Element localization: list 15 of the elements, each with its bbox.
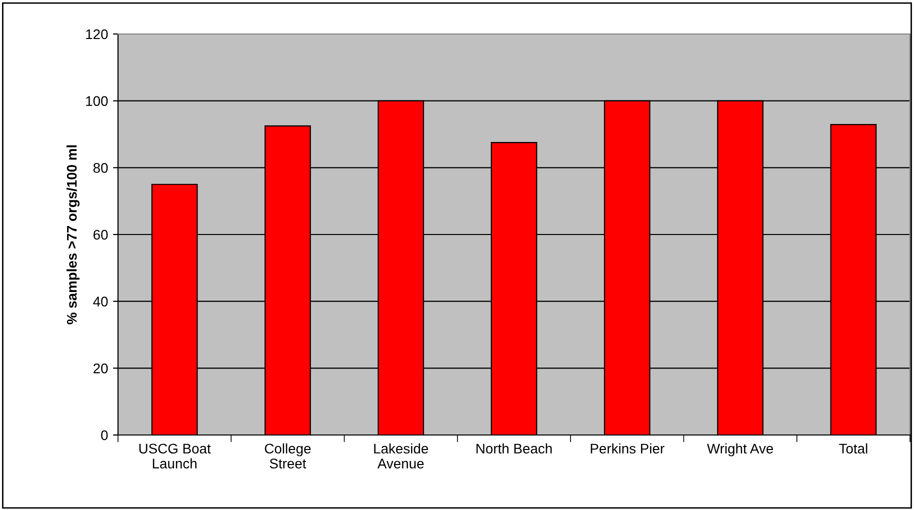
y-tick-label: 120 [86,29,108,40]
x-tick-label: Total [839,443,868,454]
y-axis-title: % samples >77 orgs/100 ml [66,145,80,324]
x-tick-label: North Beach [476,443,552,454]
y-tick-label: 0 [101,430,108,440]
y-tick-label: 60 [94,230,108,240]
x-tick-label: USCG Boat Launch [139,444,211,468]
y-tick-label: 80 [93,163,108,173]
x-tick-label: Wright Ave [707,443,774,456]
y-tick-label: 100 [86,96,108,106]
x-tick-label: Perkins Pier [590,443,664,454]
y-tick-label: 20 [94,364,108,374]
x-tick-label: Lakeside Avenue [374,443,428,468]
y-tick-label: 40 [93,296,108,307]
x-tick-label: College Street [264,443,311,468]
